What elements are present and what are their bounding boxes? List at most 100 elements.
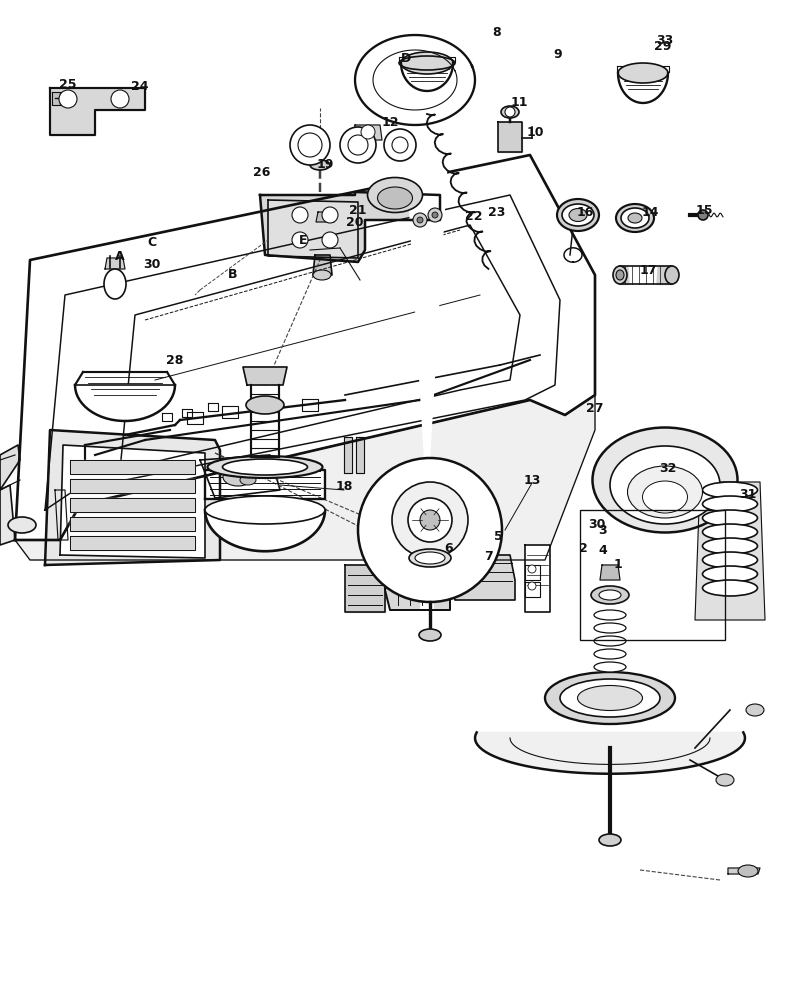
Circle shape xyxy=(59,90,77,108)
Ellipse shape xyxy=(665,266,679,284)
Text: D: D xyxy=(401,51,411,64)
Ellipse shape xyxy=(415,552,445,564)
Circle shape xyxy=(428,208,442,222)
Ellipse shape xyxy=(104,269,126,299)
Polygon shape xyxy=(399,57,455,62)
Ellipse shape xyxy=(610,446,720,524)
Circle shape xyxy=(392,482,468,558)
Text: 27: 27 xyxy=(586,401,604,414)
Circle shape xyxy=(505,107,515,117)
Circle shape xyxy=(408,498,452,542)
Circle shape xyxy=(384,129,416,161)
Polygon shape xyxy=(70,536,195,550)
Polygon shape xyxy=(498,122,522,152)
Text: 12: 12 xyxy=(381,115,399,128)
Ellipse shape xyxy=(409,549,451,567)
Polygon shape xyxy=(728,868,760,874)
Polygon shape xyxy=(470,545,490,556)
Text: 26: 26 xyxy=(253,165,271,178)
Ellipse shape xyxy=(593,428,738,532)
Ellipse shape xyxy=(377,187,412,209)
Ellipse shape xyxy=(528,565,536,573)
Ellipse shape xyxy=(702,496,757,512)
Ellipse shape xyxy=(8,517,36,533)
Polygon shape xyxy=(155,500,185,510)
Ellipse shape xyxy=(616,270,624,280)
Text: 6: 6 xyxy=(444,542,453,554)
Text: E: E xyxy=(299,233,307,246)
Ellipse shape xyxy=(702,482,757,498)
Ellipse shape xyxy=(240,475,256,485)
Ellipse shape xyxy=(738,865,758,877)
Polygon shape xyxy=(155,462,185,472)
Text: 28: 28 xyxy=(166,354,184,366)
Ellipse shape xyxy=(702,538,757,554)
Ellipse shape xyxy=(621,208,649,228)
Ellipse shape xyxy=(246,396,284,414)
Text: C: C xyxy=(147,235,157,248)
Text: 24: 24 xyxy=(132,80,149,93)
Text: 23: 23 xyxy=(489,207,506,220)
Circle shape xyxy=(392,137,408,153)
Text: 8: 8 xyxy=(492,25,501,38)
Text: 30: 30 xyxy=(589,518,606,532)
Ellipse shape xyxy=(501,106,519,118)
Polygon shape xyxy=(75,385,175,421)
Polygon shape xyxy=(182,409,192,417)
Text: 19: 19 xyxy=(316,158,333,172)
Ellipse shape xyxy=(557,199,599,231)
Circle shape xyxy=(290,125,330,165)
Text: 14: 14 xyxy=(641,207,659,220)
Polygon shape xyxy=(187,412,203,424)
Polygon shape xyxy=(205,470,325,499)
Ellipse shape xyxy=(594,623,626,633)
Polygon shape xyxy=(525,565,540,580)
Polygon shape xyxy=(70,479,195,493)
Text: 13: 13 xyxy=(523,474,541,487)
Polygon shape xyxy=(222,406,238,418)
Ellipse shape xyxy=(702,580,757,596)
Ellipse shape xyxy=(401,52,453,74)
Text: 20: 20 xyxy=(346,216,364,229)
Text: 4: 4 xyxy=(599,544,608,556)
Ellipse shape xyxy=(702,524,757,540)
Text: B: B xyxy=(229,268,238,282)
Circle shape xyxy=(361,125,375,139)
Polygon shape xyxy=(15,395,595,560)
Ellipse shape xyxy=(591,586,629,604)
Polygon shape xyxy=(302,399,318,411)
Polygon shape xyxy=(45,195,560,510)
Ellipse shape xyxy=(528,582,536,590)
Text: 5: 5 xyxy=(493,530,503,542)
Ellipse shape xyxy=(702,552,757,568)
Polygon shape xyxy=(243,367,287,385)
Ellipse shape xyxy=(310,160,330,170)
Ellipse shape xyxy=(716,774,734,786)
Ellipse shape xyxy=(313,270,331,280)
Ellipse shape xyxy=(628,213,642,223)
Circle shape xyxy=(322,232,338,248)
Text: 9: 9 xyxy=(554,48,563,62)
Polygon shape xyxy=(15,155,595,540)
Ellipse shape xyxy=(207,456,322,478)
Circle shape xyxy=(698,210,708,220)
Ellipse shape xyxy=(599,834,621,846)
Polygon shape xyxy=(401,63,453,937)
Circle shape xyxy=(322,207,338,223)
Text: 22: 22 xyxy=(465,211,483,224)
Ellipse shape xyxy=(594,636,626,646)
Text: 15: 15 xyxy=(695,204,713,217)
Ellipse shape xyxy=(545,672,675,724)
Circle shape xyxy=(432,212,438,218)
Circle shape xyxy=(420,510,440,530)
Polygon shape xyxy=(695,482,765,620)
Polygon shape xyxy=(45,430,220,565)
Text: 21: 21 xyxy=(349,204,366,217)
Ellipse shape xyxy=(746,704,764,716)
Polygon shape xyxy=(618,73,668,927)
Polygon shape xyxy=(55,490,68,540)
Circle shape xyxy=(292,232,308,248)
Polygon shape xyxy=(475,732,745,774)
Text: 17: 17 xyxy=(639,263,656,276)
Polygon shape xyxy=(385,555,450,610)
